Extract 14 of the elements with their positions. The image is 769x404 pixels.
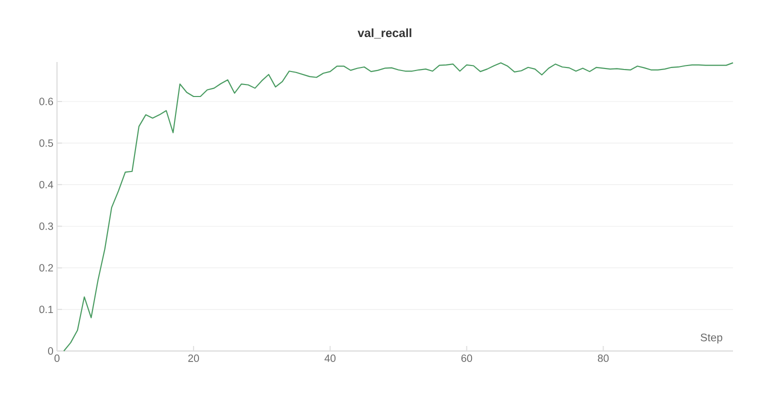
- chart-title: val_recall: [358, 28, 412, 38]
- y-tick-label: 0.3: [39, 222, 54, 230]
- y-tick-label: 0: [48, 347, 54, 355]
- x-tick-label: 20: [188, 354, 199, 362]
- x-tick-label: 0: [54, 354, 60, 362]
- x-tick-label: 80: [598, 354, 609, 362]
- y-tick-label: 0.4: [39, 180, 54, 188]
- y-tick-label: 0.1: [39, 306, 53, 314]
- y-tick-label: 0.2: [39, 264, 53, 272]
- x-tick-label: 40: [324, 354, 336, 362]
- y-tick-label: 0.6: [39, 98, 54, 106]
- y-tick-label: 0.5: [39, 139, 54, 147]
- x-axis-title: Step: [700, 334, 722, 344]
- x-tick-label: 60: [461, 354, 472, 362]
